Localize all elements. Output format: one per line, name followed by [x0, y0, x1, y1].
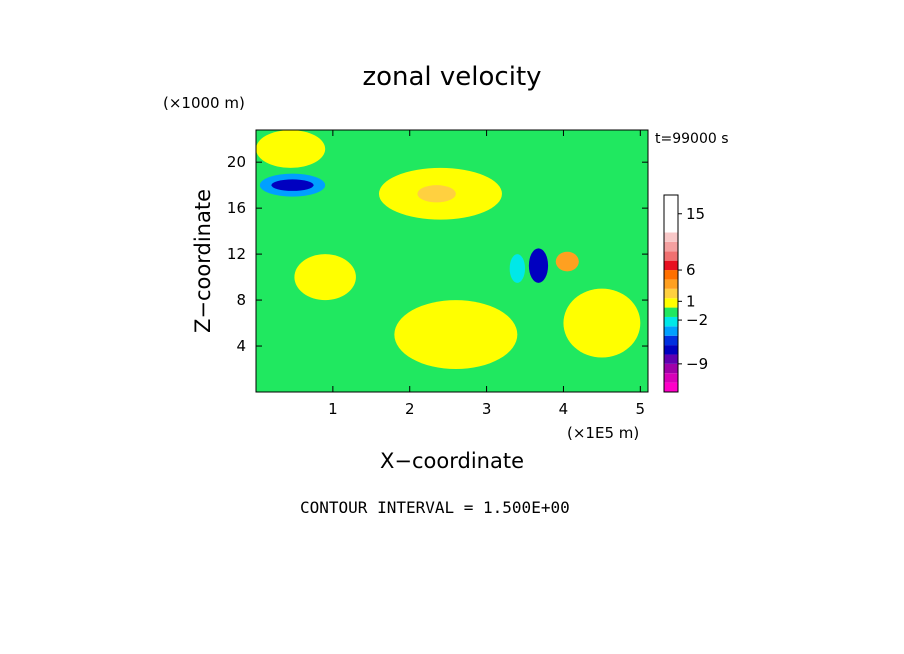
x-tick-label: 1: [328, 400, 338, 418]
colorbar-tick-label: 15: [686, 205, 705, 223]
field-region-4: [394, 300, 518, 370]
colorbar-band: [664, 307, 678, 317]
colorbar-tick-label: −2: [686, 311, 708, 329]
y-axis-title: Z−coordinate: [191, 189, 215, 333]
x-tick-label: 5: [636, 400, 646, 418]
colorbar: 15 6 1−2 −9: [663, 194, 708, 393]
y-tick-label: 20: [227, 153, 246, 171]
x-tick-label: 2: [405, 400, 415, 418]
plot-frame: [255, 129, 649, 393]
colorbar-tick-label: −9: [686, 355, 708, 373]
colorbar-band: [664, 345, 678, 355]
colorbar-tick-label: 6: [686, 261, 696, 279]
colorbar-band: [664, 363, 678, 374]
x-tick-label: 4: [559, 400, 569, 418]
y-tick-label: 8: [236, 291, 246, 309]
colorbar-band: [664, 279, 678, 289]
chart-title: zonal velocity: [362, 62, 541, 92]
field-region-7: [555, 251, 579, 272]
colorbar-band: [664, 382, 678, 392]
field-region-3: [294, 254, 356, 301]
colorbar-band: [664, 354, 678, 364]
field-region-11: [528, 248, 549, 283]
colorbar-band: [664, 316, 678, 327]
colorbar-band: [664, 232, 678, 242]
field-region-8: [509, 254, 526, 283]
field-region-10: [271, 179, 314, 191]
y-tick-label: 16: [227, 199, 246, 217]
x-axis-title: X−coordinate: [380, 449, 524, 473]
colorbar-band: [664, 251, 678, 261]
x-tick-label: 3: [482, 400, 492, 418]
y-axis: 4 8 12 16 20: [227, 153, 648, 355]
contour-interval-label: CONTOUR INTERVAL = 1.500E+00: [300, 498, 570, 517]
time-label: t=99000 s: [655, 131, 729, 147]
colorbar-band: [664, 260, 678, 271]
colorbar-band: [664, 241, 678, 252]
velocity-field: [256, 130, 648, 392]
y-unit-label: (×1000 m): [163, 94, 245, 112]
x-unit-label: (×1E5 m): [567, 424, 639, 442]
x-axis: 1 2 3 4 5: [328, 130, 645, 418]
field-region-1: [256, 130, 326, 168]
colorbar-band: [664, 298, 678, 308]
colorbar-tick-label: 1: [686, 292, 696, 310]
field-region-5: [563, 288, 641, 358]
colorbar-band: [664, 335, 678, 346]
colorbar-band: [664, 373, 678, 383]
field-region-6: [417, 185, 456, 203]
y-tick-label: 4: [236, 337, 246, 355]
colorbar-band: [664, 288, 678, 299]
colorbar-band: [664, 270, 678, 280]
colorbar-frame: [663, 194, 679, 393]
colorbar-band: [664, 326, 678, 336]
y-tick-label: 12: [227, 245, 246, 263]
